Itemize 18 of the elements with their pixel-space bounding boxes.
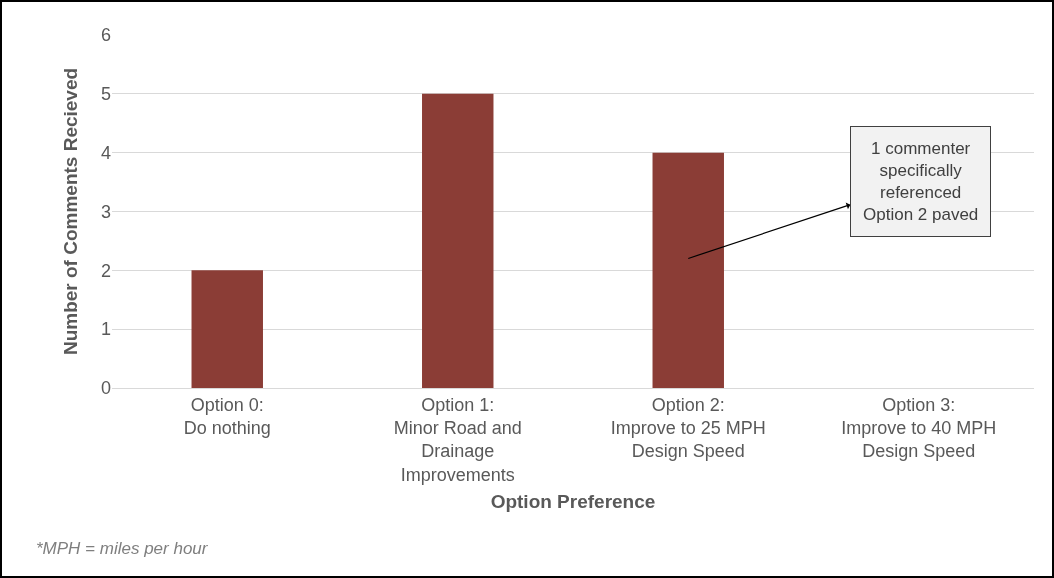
y-tick-label: 6 (100, 25, 111, 46)
y-tick-label: 2 (100, 260, 111, 281)
x-axis-title: Option Preference (490, 490, 656, 512)
x-tick-label: Option 1: Minor Road and Drainage Improvements (393, 394, 522, 485)
y-tick-label: 4 (100, 142, 111, 163)
annotation: 1 commenter specifically referenced Option 2 paved (863, 139, 979, 225)
y-axis-title: Number of Comments Recieved (59, 67, 81, 356)
y-tick-label: 5 (100, 84, 111, 105)
bar (652, 152, 724, 388)
text: *MPH = miles per hour (36, 539, 209, 558)
bar (422, 93, 494, 388)
x-tick-label: Option 0: Do nothing (183, 394, 271, 438)
y-tick-label: 3 (100, 201, 111, 222)
y-tick-label: 0 (100, 378, 111, 399)
x-tick-label: Option 2: Improve to 25 MPH Design Speed (610, 394, 766, 462)
bar (191, 270, 263, 388)
y-tick-label: 1 (100, 319, 111, 340)
x-tick-label: Option 3: Improve to 40 MPH Design Speed (841, 394, 997, 462)
